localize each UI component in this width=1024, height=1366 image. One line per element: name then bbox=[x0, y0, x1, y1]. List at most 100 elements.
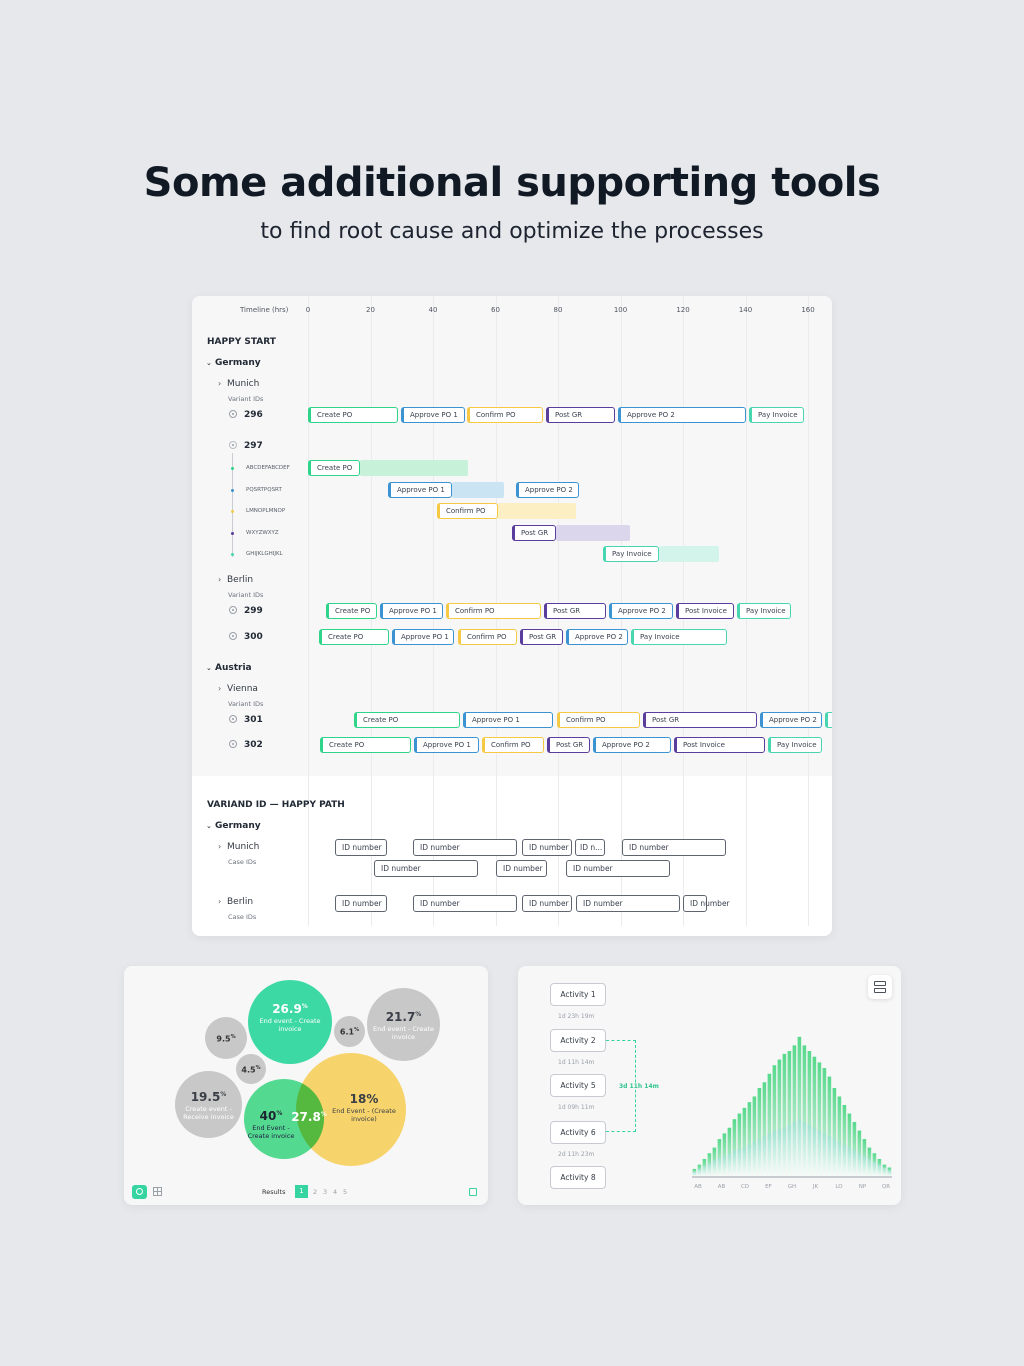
city-berlin[interactable]: › Berlin bbox=[218, 897, 253, 907]
case-id-box[interactable]: ID number bbox=[522, 895, 572, 912]
activity-bar[interactable]: Confirm PO bbox=[446, 603, 541, 619]
city-munich[interactable]: › Munich bbox=[218, 842, 259, 852]
activity-node[interactable]: Activity 2 bbox=[550, 1029, 606, 1052]
activity-node[interactable]: Activity 1 bbox=[550, 983, 606, 1006]
variant-299[interactable]: 299 bbox=[229, 606, 263, 616]
page-button[interactable]: 1 bbox=[295, 1185, 308, 1198]
activity-bar[interactable]: Confirm PO bbox=[482, 737, 544, 753]
activity-bar[interactable]: Confirm PO bbox=[467, 407, 543, 423]
activity-bar[interactable]: Approve PO 1 bbox=[388, 482, 452, 498]
activity-bar[interactable]: Approve PO 2 bbox=[566, 629, 628, 645]
case-id-box[interactable]: ID number bbox=[413, 895, 517, 912]
group-germany[interactable]: ⌄ Germany bbox=[206, 358, 261, 368]
case-id-box[interactable]: ID number bbox=[622, 839, 726, 856]
activity-bar[interactable]: Approve PO 1 bbox=[380, 603, 443, 619]
case-id-box[interactable]: ID number bbox=[335, 895, 387, 912]
histogram-bar bbox=[792, 1045, 797, 1176]
grid-view-icon[interactable] bbox=[153, 1187, 162, 1196]
case-id-box[interactable]: ID number bbox=[522, 839, 572, 856]
bubble-label: 4.5% bbox=[241, 1065, 261, 1075]
case-id[interactable]: PQSRTPQSRT bbox=[246, 487, 282, 493]
activity-bar[interactable]: Confirm PO bbox=[458, 629, 517, 645]
bubble-9-5[interactable] bbox=[205, 1017, 247, 1059]
case-id-box[interactable]: ID number bbox=[374, 860, 478, 877]
city-vienna[interactable]: › Vienna bbox=[218, 684, 258, 694]
variant-297[interactable]: 297 bbox=[229, 441, 263, 451]
group-germany[interactable]: ⌄ Germany bbox=[206, 821, 261, 831]
page-button[interactable]: 4 bbox=[333, 1188, 338, 1196]
bubble-6-1[interactable] bbox=[334, 1016, 365, 1047]
copy-icon[interactable] bbox=[469, 1188, 477, 1196]
case-id[interactable]: GHIJKLGHIJKL bbox=[246, 551, 283, 557]
activity-bar[interactable]: Approve PO 2 bbox=[609, 603, 673, 619]
activity-bar[interactable]: Approve PO 1 bbox=[463, 712, 553, 728]
activity-bar[interactable]: Post GR bbox=[512, 525, 556, 541]
activity-bar[interactable]: Approve PO 1 bbox=[414, 737, 479, 753]
activity-bar[interactable]: Create PO bbox=[354, 712, 460, 728]
page-button[interactable]: 3 bbox=[323, 1188, 328, 1196]
variant-300[interactable]: 300 bbox=[229, 632, 263, 642]
bubble-40[interactable] bbox=[244, 1079, 324, 1159]
case-ids-label: Case IDs bbox=[228, 913, 257, 921]
activity-bar[interactable]: Pay Invoice bbox=[768, 737, 822, 753]
activity-bar[interactable]: Post GR bbox=[546, 407, 615, 423]
city-munich[interactable]: › Munich bbox=[218, 379, 259, 389]
timeline-tick: 60 bbox=[491, 306, 500, 314]
case-id-box[interactable]: ID number bbox=[683, 895, 730, 912]
page-button[interactable]: 2 bbox=[313, 1188, 318, 1196]
activity-bar[interactable]: Approve PO 2 bbox=[760, 712, 822, 728]
case-id[interactable]: WXYZWXYZ bbox=[246, 530, 279, 536]
activity-bar[interactable]: Pay Invoice bbox=[631, 629, 727, 645]
histogram-bar-secondary bbox=[887, 1170, 892, 1176]
case-id[interactable]: LMNOPLMNOP bbox=[246, 508, 286, 514]
activity-bar[interactable]: Create PO bbox=[319, 629, 389, 645]
activity-bar-overflow[interactable] bbox=[825, 712, 832, 728]
activity-bar[interactable]: Approve PO 1 bbox=[401, 407, 465, 423]
activity-bar[interactable]: Approve PO 2 bbox=[593, 737, 671, 753]
activity-bar[interactable]: Approve PO 2 bbox=[516, 482, 579, 498]
case-id-box[interactable]: ID number bbox=[576, 895, 680, 912]
histogram-bar-secondary bbox=[797, 1119, 802, 1176]
activity-bar[interactable]: Post GR bbox=[643, 712, 757, 728]
duration-shade bbox=[452, 482, 504, 498]
bubble-view-icon[interactable] bbox=[132, 1185, 147, 1199]
group-austria[interactable]: ⌄ Austria bbox=[206, 663, 252, 673]
variant-301[interactable]: 301 bbox=[229, 715, 263, 725]
bubble-26-9[interactable] bbox=[248, 980, 332, 1064]
activity-bar[interactable]: Confirm PO bbox=[557, 712, 640, 728]
case-id-box[interactable]: ID number bbox=[566, 860, 670, 877]
case-id-box[interactable]: ID n... bbox=[575, 839, 605, 856]
case-id-box[interactable]: ID number bbox=[413, 839, 517, 856]
layout-toggle-button[interactable] bbox=[868, 975, 892, 999]
histogram-bar bbox=[827, 1076, 832, 1176]
activity-node[interactable]: Activity 5 bbox=[550, 1074, 606, 1097]
activity-bar[interactable]: Approve PO 1 bbox=[392, 629, 454, 645]
page-button[interactable]: 5 bbox=[343, 1188, 348, 1196]
bubble-21-7[interactable] bbox=[367, 988, 440, 1061]
variant-296[interactable]: 296 bbox=[229, 410, 263, 420]
bubble-19-5[interactable] bbox=[175, 1071, 242, 1138]
bubble-4-5[interactable] bbox=[236, 1054, 266, 1084]
chevron-down-icon: ⌄ bbox=[206, 359, 212, 367]
case-id[interactable]: ABCDEFABCDEF bbox=[246, 465, 290, 471]
case-id-box[interactable]: ID number bbox=[496, 860, 547, 877]
activity-bar[interactable]: Post Invoice bbox=[674, 737, 765, 753]
activity-bar[interactable]: Create PO bbox=[308, 407, 398, 423]
activity-bar[interactable]: Post GR bbox=[547, 737, 590, 753]
activity-bar[interactable]: Pay Invoice bbox=[749, 407, 804, 423]
activity-bar[interactable]: Approve PO 2 bbox=[618, 407, 746, 423]
activity-bar[interactable]: Post GR bbox=[544, 603, 606, 619]
variant-302[interactable]: 302 bbox=[229, 740, 263, 750]
activity-bar[interactable]: Pay Invoice bbox=[737, 603, 791, 619]
activity-bar[interactable]: Post GR bbox=[520, 629, 563, 645]
activity-node[interactable]: Activity 8 bbox=[550, 1166, 606, 1189]
activity-node[interactable]: Activity 6 bbox=[550, 1121, 606, 1144]
activity-bar[interactable]: Create PO bbox=[320, 737, 411, 753]
activity-bar[interactable]: Confirm PO bbox=[437, 503, 498, 519]
activity-bar[interactable]: Create PO bbox=[308, 460, 360, 476]
case-id-box[interactable]: ID number bbox=[335, 839, 387, 856]
activity-bar[interactable]: Pay Invoice bbox=[603, 546, 659, 562]
city-berlin[interactable]: › Berlin bbox=[218, 575, 253, 585]
activity-bar[interactable]: Post Invoice bbox=[676, 603, 734, 619]
activity-bar[interactable]: Create PO bbox=[326, 603, 377, 619]
